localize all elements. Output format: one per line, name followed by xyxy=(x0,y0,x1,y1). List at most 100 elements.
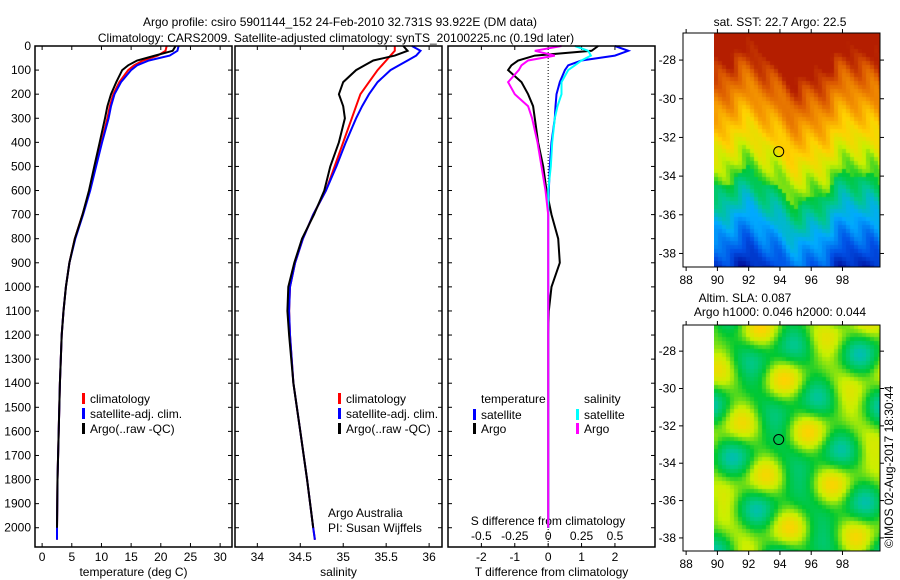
legend-label: climatology xyxy=(90,392,150,406)
lon-tick-label: 96 xyxy=(805,273,819,287)
argo-location-marker xyxy=(773,146,785,158)
x-tick-label: 1 xyxy=(578,550,585,564)
depth-tick-label: 1800 xyxy=(4,473,31,487)
x-tick-label: 36 xyxy=(422,550,436,564)
depth-tick-label: 1000 xyxy=(4,280,31,294)
sst-heatmap xyxy=(714,33,880,267)
map-title: sat. SST: 22.7 Argo: 22.5 xyxy=(714,15,847,29)
legend-label: satellite xyxy=(481,408,522,422)
map-frame xyxy=(682,32,881,268)
legend-label: satellite-adj. clim. xyxy=(90,407,182,421)
x-tick-label: 35 xyxy=(337,550,351,564)
x-tick-label: 0 xyxy=(545,550,552,564)
series-line-satellite-adj-clim- xyxy=(56,45,180,540)
series-line-t-satellite xyxy=(547,45,632,528)
lat-tick-label: -34 xyxy=(659,456,677,470)
legend-title: salinity xyxy=(584,392,621,406)
lon-tick-label: 94 xyxy=(773,557,787,571)
lon-tick-label: 90 xyxy=(711,557,725,571)
pi-text: PI: Susan Wijffels xyxy=(328,521,422,535)
lon-tick-label: 98 xyxy=(836,273,850,287)
series-line-argo-raw-qc- xyxy=(56,45,177,528)
lat-tick-label: -30 xyxy=(659,92,677,106)
salinity-panel: 34 34.5 35 35.5 36 salinity climatologysatelli… xyxy=(234,45,443,579)
sla-map-panel: 88 90 92 94 96 98 -28 -30 -32 -34 -36 -38 Altim. SLA… xyxy=(659,291,884,571)
title-line-2: Climatology: CARS2009. Satellite-adjuste… xyxy=(98,31,574,45)
legend-label: Argo(..raw -QC) xyxy=(90,422,175,436)
title-line-1: Argo profile: csiro 5901144_152 24-Feb-2… xyxy=(143,15,537,29)
temperature-panel: 0100200300400500600700800900100011001200… xyxy=(4,39,233,579)
x-tick-label: -2 xyxy=(476,550,487,564)
legend-swatch xyxy=(338,408,341,419)
depth-tick-label: 700 xyxy=(11,208,31,222)
credit-text: Argo Australia xyxy=(328,506,403,520)
lon-tick-label: 98 xyxy=(836,557,850,571)
lat-tick-label: -28 xyxy=(659,53,677,67)
x-tick-label: 34.5 xyxy=(289,550,313,564)
legend-swatch xyxy=(338,393,341,404)
x-tick-label: -1 xyxy=(509,550,520,564)
depth-tick-label: 900 xyxy=(11,256,31,270)
legend-swatch xyxy=(576,423,579,434)
series-line-s-satellite xyxy=(547,45,593,528)
x-axis-label: salinity xyxy=(320,565,357,579)
legend-label: climatology xyxy=(346,392,406,406)
x-tick-label: 30 xyxy=(213,550,227,564)
x-axis-label: T difference from climatology xyxy=(475,565,629,579)
lat-tick-label: -28 xyxy=(659,344,677,358)
x-tick-label: 25 xyxy=(184,550,198,564)
legend-label: Argo xyxy=(481,422,507,436)
legend-title: temperature xyxy=(481,392,546,406)
x-tick-label: 20 xyxy=(154,550,168,564)
depth-tick-label: 1700 xyxy=(4,448,31,462)
lon-tick-label: 94 xyxy=(773,273,787,287)
argo-location-marker xyxy=(773,434,785,446)
lon-tick-label: 92 xyxy=(742,557,756,571)
x-axis-label: temperature (deg C) xyxy=(79,565,187,579)
sst-map-panel: 88 90 92 94 96 98 -28 -30 -32 -34 -36 -38 sat. SST: … xyxy=(659,15,884,287)
x-tick-label: 15 xyxy=(124,550,138,564)
x-tick-label: 0 xyxy=(39,550,46,564)
lon-tick-label: 92 xyxy=(742,273,756,287)
depth-tick-label: 100 xyxy=(11,63,31,77)
legend-swatch xyxy=(82,423,85,434)
legend-swatch xyxy=(473,409,476,420)
plot-frame xyxy=(234,45,443,548)
x-tick-label: 10 xyxy=(95,550,109,564)
depth-tick-label: 1300 xyxy=(4,352,31,366)
series-line-s-argo xyxy=(506,45,562,528)
legend-label: Argo xyxy=(584,422,610,436)
lat-tick-label: -30 xyxy=(659,382,677,396)
plot-frame xyxy=(447,45,656,548)
lat-tick-label: -36 xyxy=(659,208,677,222)
lon-tick-label: 88 xyxy=(679,273,693,287)
depth-tick-label: 2000 xyxy=(4,521,31,535)
legend-swatch xyxy=(82,393,85,404)
depth-tick-label: 1100 xyxy=(5,304,31,318)
x2-tick-label: 0.5 xyxy=(607,529,624,543)
sla-heatmap xyxy=(714,325,880,551)
lat-tick-label: -32 xyxy=(659,419,677,433)
series-line-argo-raw-qc- xyxy=(286,45,410,528)
legend-label: satellite xyxy=(584,408,625,422)
lon-tick-label: 96 xyxy=(805,557,819,571)
lon-tick-label: 88 xyxy=(679,557,693,571)
map-frame xyxy=(682,324,881,552)
x-tick-label: 34 xyxy=(251,550,265,564)
imos-stamp: ©IMOS 02-Aug-2017 18:30:44 xyxy=(882,385,896,548)
depth-tick-label: 400 xyxy=(11,135,31,149)
x-tick-label: 5 xyxy=(68,550,75,564)
map-title-line-2: Argo h1000: 0.046 h2000: 0.044 xyxy=(694,305,866,319)
series-line-climatology xyxy=(56,45,168,540)
x2-tick-label: 0.25 xyxy=(570,529,594,543)
depth-tick-label: 200 xyxy=(11,87,31,101)
depth-tick-label: 300 xyxy=(11,111,31,125)
depth-tick-label: 0 xyxy=(24,39,31,53)
legend-swatch xyxy=(473,423,476,434)
x-tick-label: 2 xyxy=(612,550,619,564)
series-line-t-argo xyxy=(506,45,599,528)
lon-tick-label: 90 xyxy=(711,273,725,287)
plot-frame xyxy=(34,45,233,548)
